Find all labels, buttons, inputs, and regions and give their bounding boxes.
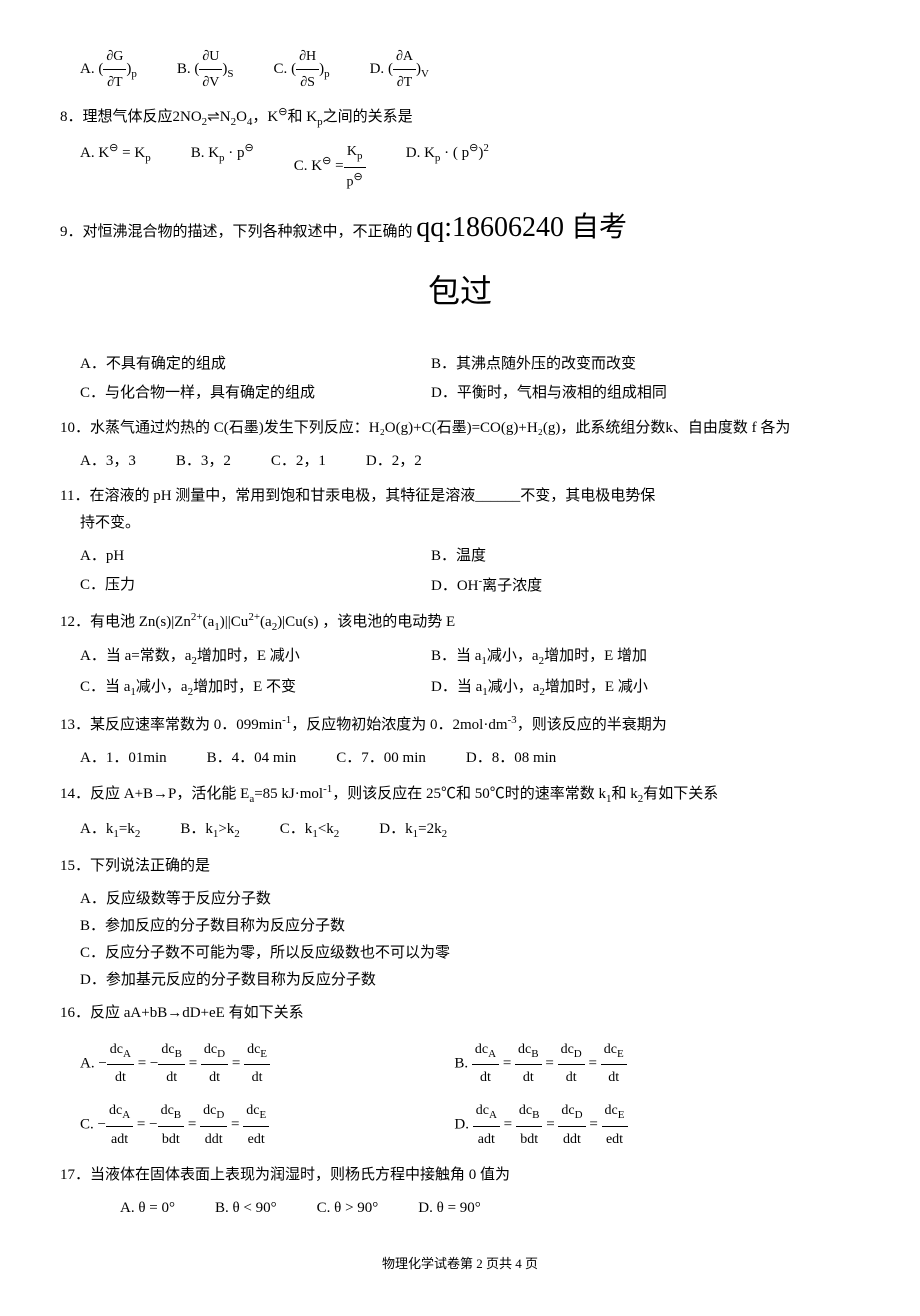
q10-opt-a: A．3，3 — [80, 448, 136, 475]
q11-options: A．pH B．温度 C．压力 D．OH-离子浓度 — [80, 543, 860, 602]
q16-opt-a: A. −dcAdt = −dcBdt = dcDdt = dcEdt — [80, 1037, 454, 1091]
q8-opt-d: D. Kp · ( p⊖)2 — [406, 139, 489, 194]
q11-opt-c: C．压力 — [80, 572, 431, 600]
q7-opt-b: B. (∂U∂V)S — [177, 44, 234, 95]
q12-post: ，该电池的电动势 E — [322, 614, 455, 630]
q9-opt-c: C．与化合物一样，具有确定的组成 — [80, 380, 431, 407]
q10-options: A．3，3 B．3，2 C．2，1 D．2，2 — [80, 448, 860, 475]
q16-opt-d: D. dcAadt = dcBbdt = dcDddt = dcEedt — [454, 1098, 828, 1152]
q15-opt-a: A．反应级数等于反应分子数 — [80, 886, 860, 913]
q13-opt-d: D．8．08 min — [466, 745, 556, 772]
q8-options: A. K⊖ = Kp B. Kp · p⊖ C. K⊖ =Kpp⊖ D. Kp … — [80, 139, 860, 194]
q17-text: 17．当液体在固体表面上表现为润湿时，则杨氏方程中接触角 0 值为 — [60, 1162, 860, 1189]
q14-opt-d: D．k1=2k2 — [379, 816, 447, 845]
q11-opt-d: D．OH-离子浓度 — [431, 572, 782, 600]
q15-opt-d: D．参加基元反应的分子数目称为反应分子数 — [80, 967, 860, 994]
q15-text: 15．下列说法正确的是 — [60, 853, 860, 880]
q16-text: 16．反应 aA+bB→dD+eE 有如下关系 — [60, 1000, 860, 1027]
q16-options: A. −dcAdt = −dcBdt = dcDdt = dcEdt B. dc… — [80, 1033, 860, 1157]
q14-opt-b: B．k1>k2 — [180, 816, 239, 845]
baoguo-text: 包过 — [60, 263, 860, 321]
q11-opt-b: B．温度 — [431, 543, 782, 570]
q9-opt-b: B．其沸点随外压的改变而改变 — [431, 351, 782, 378]
q9-options: A．不具有确定的组成 B．其沸点随外压的改变而改变 C．与化合物一样，具有确定的… — [80, 351, 860, 409]
label: C. — [274, 61, 288, 77]
q15-opt-c: C．反应分子数不可能为零，所以反应级数也不可以为零 — [80, 940, 860, 967]
label: B. — [177, 61, 191, 77]
q10-text: 10．水蒸气通过灼热的 C(石墨)发生下列反应：H₂O(g)+C(石墨)=CO(… — [60, 415, 860, 442]
q14-opt-a: A．k1=k2 — [80, 816, 140, 845]
q17-opt-a: A. θ = 0° — [120, 1195, 175, 1222]
q8-opt-c: C. K⊖ =Kpp⊖ — [294, 139, 366, 194]
q17-options: A. θ = 0° B. θ < 90° C. θ > 90° D. θ = 9… — [120, 1195, 860, 1222]
q9-opt-d: D．平衡时，气相与液相的组成相同 — [431, 380, 782, 407]
q10-opt-d: D．2，2 — [366, 448, 422, 475]
label: A. — [80, 61, 95, 77]
q13-options: A．1．01min B．4．04 min C．7．00 min D．8．08 m… — [80, 745, 860, 772]
q12-opt-b: B．当 a1减小，a2增加时，E 增加 — [431, 643, 782, 672]
q7-options: A. (∂G∂T)p B. (∂U∂V)S C. (∂H∂S)p D. (∂A∂… — [80, 44, 860, 95]
q10-opt-c: C．2，1 — [271, 448, 326, 475]
q15-options: A．反应级数等于反应分子数 B．参加反应的分子数目称为反应分子数 C．反应分子数… — [80, 886, 860, 994]
q8: 8．理想气体反应2NO2⇌N2O4，K⊖和 Kp之间的关系是 — [60, 103, 860, 133]
q13-opt-a: A．1．01min — [80, 745, 167, 772]
q11-text: 11．在溶液的 pH 测量中，常用到饱和甘汞电极，其特征是溶液______不变，… — [60, 483, 860, 537]
q12-cell: Zn(s)|Zn2+(a1)||Cu2+(a2)|Cu(s) — [139, 614, 319, 630]
q16-opt-c: C. −dcAadt = −dcBbdt = dcDddt = dcEedt — [80, 1098, 454, 1152]
q14-opt-c: C．k1<k2 — [280, 816, 339, 845]
q14-text: 14．反应 A+B→P，活化能 Ea=85 kJ·mol-1，则该反应在 25℃… — [60, 780, 860, 810]
q13-opt-c: C．7．00 min — [336, 745, 426, 772]
qq-promo: qq:18606240 自考 — [416, 212, 627, 243]
q12-options: A．当 a=常数，a2增加时，E 减小 B．当 a1减小，a2增加时，E 增加 … — [80, 643, 860, 705]
q12-opt-d: D．当 a1减小，a2增加时，E 减小 — [431, 674, 782, 703]
q10-opt-b: B．3，2 — [176, 448, 231, 475]
q12-opt-a: A．当 a=常数，a2增加时，E 减小 — [80, 643, 431, 672]
q8-opt-a: A. K⊖ = Kp — [80, 139, 151, 194]
page-footer: 物理化学试卷第 2 页共 4 页 — [60, 1252, 860, 1275]
q14-options: A．k1=k2 B．k1>k2 C．k1<k2 D．k1=2k2 — [80, 816, 860, 845]
q12-pre: 12．有电池 — [60, 614, 139, 630]
q12-opt-c: C．当 a1减小，a2增加时，E 不变 — [80, 674, 431, 703]
q9: 9．对恒沸混合物的描述，下列各种叙述中，不正确的 qq:18606240 自考 — [60, 203, 860, 253]
q17-opt-d: D. θ = 90° — [418, 1195, 480, 1222]
q12: 12．有电池 Zn(s)|Zn2+(a1)||Cu2+(a2)|Cu(s) ，该… — [60, 608, 860, 638]
q11-opt-a: A．pH — [80, 543, 431, 570]
q7-opt-c: C. (∂H∂S)p — [274, 44, 330, 95]
q9-text: 9．对恒沸混合物的描述，下列各种叙述中，不正确的 — [60, 224, 413, 240]
q7-opt-a: A. (∂G∂T)p — [80, 44, 137, 95]
q7-opt-d: D. (∂A∂T)V — [370, 44, 429, 95]
q13-opt-b: B．4．04 min — [207, 745, 297, 772]
q17-opt-c: C. θ > 90° — [317, 1195, 379, 1222]
q16-opt-b: B. dcAdt = dcBdt = dcDdt = dcEdt — [454, 1037, 828, 1091]
q17-opt-b: B. θ < 90° — [215, 1195, 277, 1222]
label: D. — [370, 61, 385, 77]
q8-opt-b: B. Kp · p⊖ — [191, 139, 254, 194]
q13-text: 13．某反应速率常数为 0．099min-1，反应物初始浓度为 0．2mol·d… — [60, 711, 860, 739]
q9-opt-a: A．不具有确定的组成 — [80, 351, 431, 378]
q8-text: 8．理想气体反应2NO2⇌N2O4，K⊖和 Kp之间的关系是 — [60, 109, 413, 125]
q15-opt-b: B．参加反应的分子数目称为反应分子数 — [80, 913, 860, 940]
